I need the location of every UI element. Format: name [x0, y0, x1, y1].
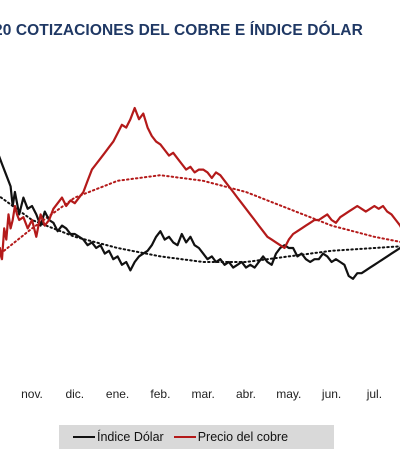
x-tick-label: may.: [276, 387, 301, 401]
trendline-0: [0, 195, 400, 263]
x-tick-label: jun.: [321, 387, 341, 401]
x-tick-label: ene.: [106, 387, 129, 401]
legend-item-dolar: Índice Dólar: [73, 430, 164, 444]
legend-label-dolar: Índice Dólar: [97, 430, 164, 444]
chart-legend: Índice Dólar Precio del cobre: [59, 425, 334, 449]
legend-swatch-cobre: [173, 435, 196, 439]
x-tick-label: abr.: [236, 387, 256, 401]
x-tick-label: nov.: [21, 387, 43, 401]
legend-label-cobre: Precio del cobre: [197, 430, 289, 444]
x-tick-label: jul.: [366, 387, 382, 401]
legend-item-cobre: Precio del cobre: [173, 430, 289, 444]
x-tick-label: feb.: [150, 387, 170, 401]
series-lines: [0, 106, 400, 280]
x-tick-label: mar.: [192, 387, 215, 401]
x-tick-label: dic.: [65, 387, 84, 401]
trendlines: [0, 174, 400, 263]
series-line-dolar: [0, 155, 400, 280]
legend-swatch-dolar: [73, 435, 95, 439]
trendline-1: [0, 174, 400, 256]
chart-title: 20 COTIZACIONES DEL COBRE E ÍNDICE DÓLAR: [0, 22, 363, 39]
x-axis-ticks: nov.dic.ene.feb.mar.abr.may.jun.jul.a: [21, 387, 382, 401]
series-line-cobre: [0, 106, 400, 262]
